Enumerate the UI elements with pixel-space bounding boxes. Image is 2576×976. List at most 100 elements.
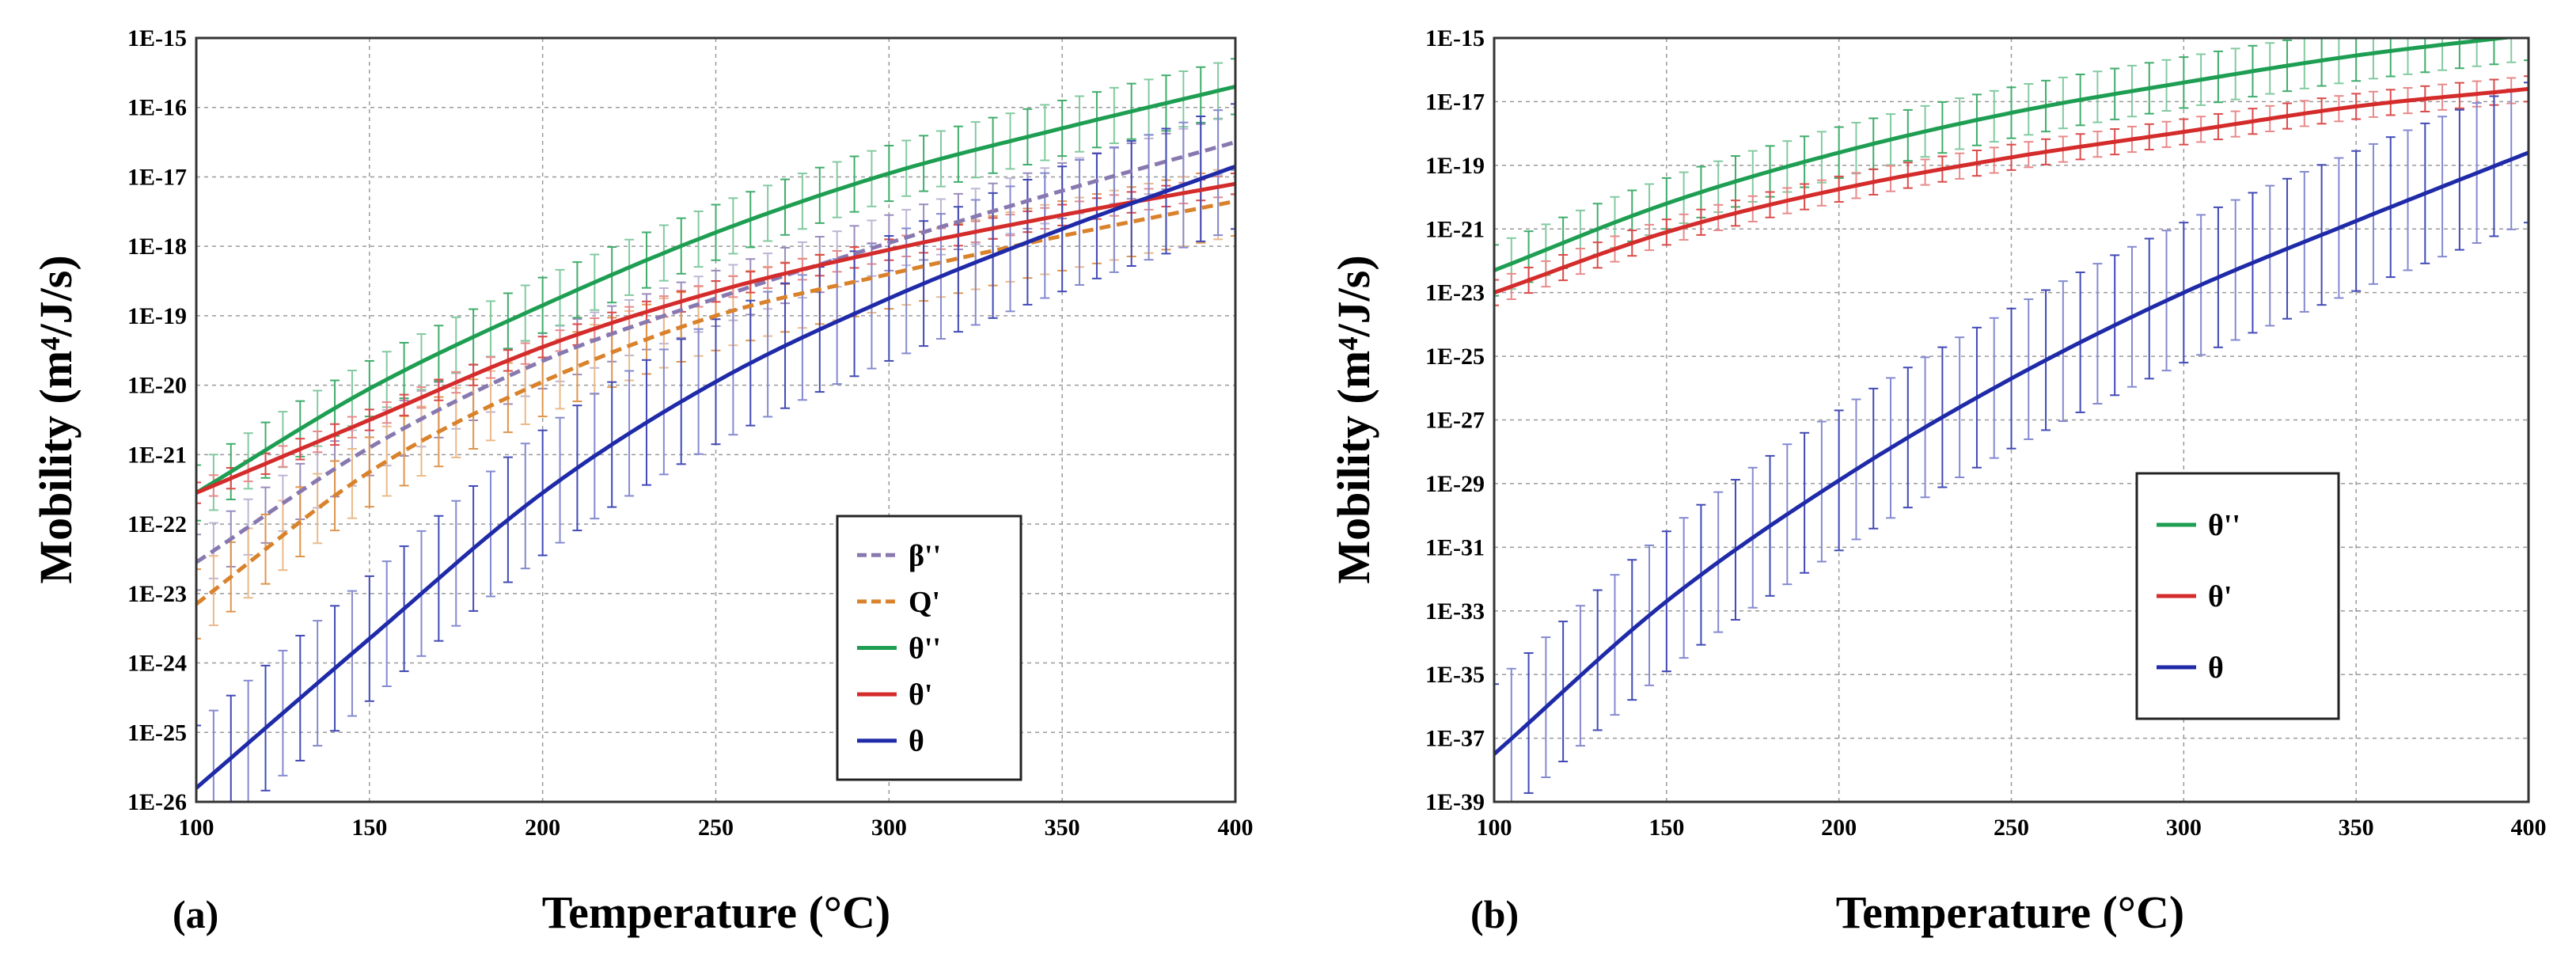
error-bar [1494, 279, 1499, 306]
x-tick-label: 400 [1218, 815, 1254, 841]
series-line [196, 164, 1235, 790]
x-tick-label: 350 [1045, 815, 1080, 841]
series-line [196, 140, 1235, 564]
y-tick-label: 1E-26 [127, 789, 187, 815]
x-tick-labels: 100 150 200 250 300 350 400 [179, 815, 1254, 841]
legend-entry: θ [2157, 651, 2224, 685]
legend-entry: θ' [857, 678, 932, 712]
y-tick-label: 1E-27 [1425, 408, 1485, 434]
x-axis-title: Temperature (°C) [1836, 887, 2184, 938]
y-tick-label: 1E-39 [1425, 789, 1485, 815]
y-tick-label: 1E-15 [127, 25, 187, 51]
error-bar [196, 568, 201, 640]
error-bar [2524, 82, 2529, 224]
series-line [1494, 150, 2529, 756]
panel-label: (b) [1470, 892, 1519, 936]
y-tick-label: 1E-22 [127, 511, 187, 537]
error-bar [2506, 38, 2517, 63]
error-bar [196, 464, 201, 522]
panel-label: (a) [173, 892, 218, 936]
y-tick-label: 1E-20 [127, 373, 187, 399]
y-tick-labels: 1E-15 1E-17 1E-19 1E-21 1E-23 1E-25 1E-27 1E-29… [1425, 25, 1485, 815]
series-line [196, 199, 1235, 606]
y-tick-label: 1E-17 [1425, 89, 1485, 115]
legend-entries: β'' Q' θ'' θ' θ [857, 539, 941, 758]
error-bars [1494, 38, 2529, 802]
error-bar [196, 481, 201, 504]
x-tick-label: 250 [1994, 815, 2029, 841]
error-bar [1494, 244, 1499, 297]
y-tick-label: 1E-25 [1425, 344, 1485, 370]
error-bar [1494, 683, 1499, 802]
legend-entry: Q' [857, 586, 940, 619]
legend: β'' Q' θ'' θ' θ [836, 515, 1022, 781]
error-bar [2524, 75, 2529, 103]
x-tick-label: 350 [2339, 815, 2374, 841]
x-axis-title: Temperature (°C) [542, 887, 890, 938]
legend-label: θ' [2208, 580, 2232, 613]
legend-entry: θ'' [857, 632, 941, 666]
legend-label: θ'' [909, 632, 941, 666]
legend-label: θ'' [2208, 509, 2240, 542]
y-tick-label: 1E-35 [1425, 662, 1485, 688]
panel-a: 1E-15 1E-16 1E-17 1E-18 1E-19 1E-20 1E-21 1E-22… [30, 25, 1254, 938]
legend-entry: θ' [2157, 580, 2232, 613]
series-line [196, 181, 1235, 495]
x-tick-label: 400 [2511, 815, 2547, 841]
x-tick-label: 200 [525, 815, 560, 841]
x-tick-label: 150 [1648, 815, 1684, 841]
series-line [1494, 86, 2529, 295]
x-tick-label: 100 [1477, 815, 1512, 841]
y-tick-label: 1E-18 [127, 234, 187, 260]
y-tick-label: 1E-23 [127, 581, 187, 607]
legend-label: Q' [909, 586, 940, 619]
error-bar [1231, 103, 1235, 230]
x-tick-label: 150 [351, 815, 387, 841]
y-tick-label: 1E-37 [1425, 726, 1485, 752]
plot-frame [195, 36, 1237, 803]
error-bar [1231, 173, 1235, 196]
x-tick-labels: 100 150 200 250 300 350 400 [1477, 815, 2547, 841]
y-tick-label: 1E-33 [1425, 598, 1485, 625]
plot-frame [1493, 36, 2530, 803]
series-lines [196, 84, 1235, 790]
y-axis-title: Mobility (m⁴/J/s) [30, 255, 82, 583]
legend-label: θ [2208, 651, 2224, 685]
error-bar [196, 724, 201, 802]
legend-label: β'' [909, 539, 941, 572]
x-tick-label: 300 [2166, 815, 2202, 841]
x-tick-label: 100 [179, 815, 214, 841]
x-tick-label: 200 [1821, 815, 1857, 841]
y-tick-label: 1E-21 [1425, 216, 1485, 242]
y-tick-label: 1E-31 [1425, 534, 1485, 560]
series-line [196, 84, 1235, 495]
y-tick-label: 1E-15 [1425, 25, 1485, 51]
error-bar [2524, 38, 2529, 62]
error-bar [196, 534, 201, 591]
y-tick-label: 1E-29 [1425, 471, 1485, 497]
legend-entries: θ'' θ' θ [2157, 509, 2240, 685]
error-bar [313, 473, 323, 545]
y-tick-label: 1E-21 [127, 442, 187, 468]
error-bar [1231, 58, 1235, 116]
y-tick-label: 1E-19 [127, 303, 187, 329]
x-tick-label: 250 [698, 815, 734, 841]
y-axis-title: Mobility (m⁴/J/s) [1328, 255, 1379, 583]
error-bar [243, 527, 253, 599]
y-tick-labels: 1E-15 1E-16 1E-17 1E-18 1E-19 1E-20 1E-21 1E-22… [127, 25, 187, 815]
panel-b: 1E-15 1E-17 1E-19 1E-21 1E-23 1E-25 1E-27 1E-29… [1328, 25, 2547, 938]
legend-label: θ' [909, 678, 932, 712]
y-tick-label: 1E-25 [127, 720, 187, 746]
series-line [1494, 38, 2519, 272]
legend-entry: θ'' [2157, 509, 2240, 542]
y-tick-label: 1E-24 [127, 651, 187, 677]
legend-entry: β'' [857, 539, 941, 572]
x-tick-label: 300 [871, 815, 907, 841]
y-tick-label: 1E-16 [127, 95, 187, 121]
y-tick-label: 1E-23 [1425, 280, 1485, 306]
y-tick-label: 1E-17 [127, 164, 187, 190]
legend-entry: θ [857, 725, 924, 758]
legend: θ'' θ' θ [2135, 472, 2340, 720]
legend-label: θ [909, 725, 924, 758]
